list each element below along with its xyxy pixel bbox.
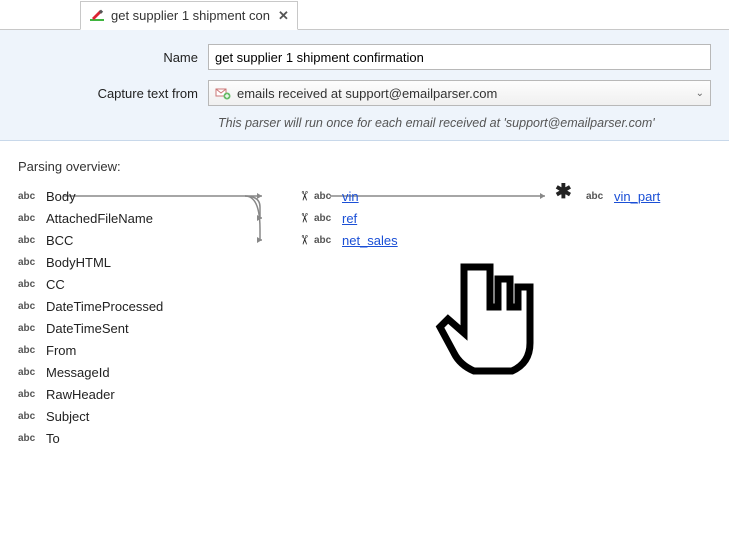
parsed-link[interactable]: net_sales xyxy=(342,233,398,248)
parsed-link[interactable]: vin xyxy=(342,189,359,204)
source-field: abc Subject xyxy=(18,405,163,427)
abc-badge: abc xyxy=(314,235,336,246)
capture-value: emails received at support@emailparser.c… xyxy=(237,86,497,101)
abc-badge: abc xyxy=(586,191,608,202)
asterisk-icon: ✱ xyxy=(555,181,572,203)
parsed-field: ✂abcvin xyxy=(296,185,398,207)
tab-bar: get supplier 1 shipment con ✕ xyxy=(0,0,729,30)
parsing-overview: Parsing overview: abcBodyabcAttachedFile… xyxy=(0,141,729,174)
field-label: CC xyxy=(46,277,65,292)
scissors-icon: ✂ xyxy=(296,188,312,204)
source-field: abc MessageId xyxy=(18,361,163,383)
source-field: abc BodyHTML xyxy=(18,251,163,273)
abc-badge: abc xyxy=(314,213,336,224)
field-label: From xyxy=(46,343,76,358)
output-link[interactable]: vin_part xyxy=(614,189,660,204)
scissors-icon: ✂ xyxy=(296,210,312,226)
overview-title: Parsing overview: xyxy=(18,159,711,174)
abc-badge: abc xyxy=(18,367,40,378)
field-label: RawHeader xyxy=(46,387,115,402)
name-label: Name xyxy=(18,50,208,65)
abc-badge: abc xyxy=(18,213,40,224)
abc-badge: abc xyxy=(18,301,40,312)
wildcard-marker: ✱ xyxy=(555,182,576,197)
abc-badge: abc xyxy=(18,235,40,246)
parsed-field: ✂abcref xyxy=(296,207,398,229)
output-field: abc vin_part xyxy=(586,185,660,207)
parsed-field-list: ✂abcvin✂abcref✂abcnet_sales xyxy=(296,185,398,251)
abc-badge: abc xyxy=(18,389,40,400)
abc-badge: abc xyxy=(314,191,336,202)
source-field: abc To xyxy=(18,427,163,449)
source-field: abc DateTimeProcessed xyxy=(18,295,163,317)
scissors-icon: ✂ xyxy=(296,232,312,248)
abc-badge: abc xyxy=(18,257,40,268)
email-source-icon xyxy=(215,85,231,101)
parser-icon xyxy=(89,8,105,24)
field-label: MessageId xyxy=(46,365,110,380)
field-label: BodyHTML xyxy=(46,255,111,270)
parsed-field: ✂abc net_sales xyxy=(296,229,398,251)
name-input[interactable] xyxy=(208,44,711,70)
field-label: To xyxy=(46,431,60,446)
source-field: abc RawHeader xyxy=(18,383,163,405)
source-field-list: abcBodyabcAttachedFileNameabcBCCabcBodyH… xyxy=(18,185,163,449)
field-label: Body xyxy=(46,189,76,204)
source-field: abc Body xyxy=(18,185,163,207)
capture-hint: This parser will run once for each email… xyxy=(18,116,711,130)
tab-close-icon[interactable]: ✕ xyxy=(278,8,289,24)
capture-dropdown[interactable]: emails received at support@emailparser.c… xyxy=(208,80,711,106)
field-label: BCC xyxy=(46,233,73,248)
form-panel: Name Capture text from emails received a… xyxy=(0,30,729,141)
source-field: abc BCC xyxy=(18,229,163,251)
field-label: DateTimeSent xyxy=(46,321,129,336)
tab-label: get supplier 1 shipment con xyxy=(111,8,270,23)
source-field: abc DateTimeSent xyxy=(18,317,163,339)
abc-badge: abc xyxy=(18,323,40,334)
capture-label: Capture text from xyxy=(18,86,208,101)
field-label: Subject xyxy=(46,409,89,424)
chevron-down-icon: ⌄ xyxy=(696,88,704,99)
abc-badge: abc xyxy=(18,345,40,356)
abc-badge: abc xyxy=(18,433,40,444)
field-label: AttachedFileName xyxy=(46,211,153,226)
abc-badge: abc xyxy=(18,279,40,290)
abc-badge: abc xyxy=(18,191,40,202)
parsed-link[interactable]: ref xyxy=(342,211,357,226)
source-field: abc From xyxy=(18,339,163,361)
abc-badge: abc xyxy=(18,411,40,422)
source-field: abc CC xyxy=(18,273,163,295)
field-label: DateTimeProcessed xyxy=(46,299,163,314)
cursor-hand-icon xyxy=(430,257,550,397)
tab-parser[interactable]: get supplier 1 shipment con ✕ xyxy=(80,1,298,30)
source-field: abc AttachedFileName xyxy=(18,207,163,229)
